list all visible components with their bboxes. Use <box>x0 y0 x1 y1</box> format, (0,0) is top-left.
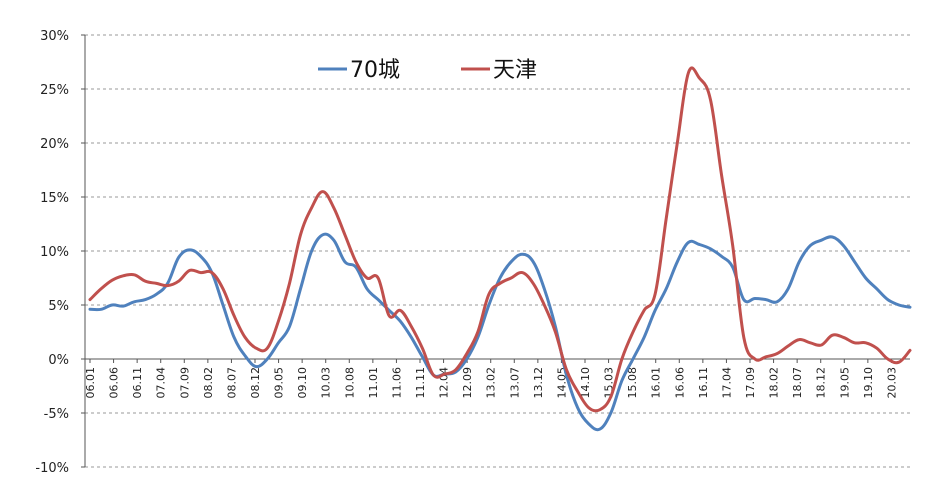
x-tick-label: 11.11 <box>414 367 427 399</box>
x-tick-label: 06.01 <box>84 367 97 399</box>
x-tick-label: 15.08 <box>626 367 639 399</box>
x-tick-label: 10.08 <box>343 367 356 399</box>
series-line-70城 <box>88 232 912 432</box>
legend-label-70城: 70城 <box>350 58 400 83</box>
y-tick-label: 20% <box>40 137 69 152</box>
x-tick-label: 13.02 <box>485 367 498 399</box>
x-tick-label: 08.02 <box>202 367 215 399</box>
x-tick-label: 09.10 <box>296 367 309 399</box>
y-tick-label: 0% <box>48 353 69 368</box>
x-tick-label: 12.09 <box>461 367 474 399</box>
x-axis-tick-labels: 06.01 06.06 06.11 07.04 07.09 08.02 08.07 08.12… <box>84 367 898 399</box>
x-tick-label: 16.01 <box>650 367 663 399</box>
x-tick-label: 14.10 <box>579 367 592 399</box>
x-tick-label: 20.03 <box>885 367 898 399</box>
x-tick-label: 16.06 <box>673 367 686 399</box>
x-tick-label: 13.07 <box>508 367 521 399</box>
x-tick-label: 17.04 <box>720 367 733 399</box>
y-tick-label: 10% <box>40 245 69 260</box>
x-tick-label: 15.03 <box>603 367 616 399</box>
x-tick-label: 10.03 <box>320 367 333 399</box>
legend: 70城 天津 <box>318 58 537 83</box>
data-series <box>88 66 912 432</box>
x-tick-label: 18.02 <box>768 367 781 399</box>
y-tick-label: 15% <box>40 191 69 206</box>
x-tick-label: 11.01 <box>367 367 380 399</box>
x-tick-label: 08.12 <box>249 367 262 399</box>
x-tick-label: 12.04 <box>438 367 451 399</box>
grid-lines <box>85 34 910 468</box>
x-tick-label: 07.09 <box>178 367 191 399</box>
x-tick-label: 09.05 <box>273 367 286 399</box>
y-tick-label: 25% <box>40 83 69 98</box>
x-tick-label: 08.07 <box>225 367 238 399</box>
y-tick-label: 30% <box>40 29 69 44</box>
x-tick-label: 19.05 <box>838 367 851 399</box>
x-tick-label: 11.06 <box>390 367 403 399</box>
x-tick-label: 07.04 <box>155 367 168 399</box>
x-tick-label: 06.11 <box>131 367 144 399</box>
y-axis-tick-labels: 30% 25% 20% 15% 10% 5% 0% -5% -10% <box>35 29 69 476</box>
y-tick-label: 5% <box>48 299 69 314</box>
x-tick-label: 18.07 <box>791 367 804 399</box>
x-tick-label: 16.11 <box>697 367 710 399</box>
x-tick-label: 17.09 <box>744 367 757 399</box>
axes <box>81 34 910 468</box>
x-tick-label: 19.10 <box>862 367 875 399</box>
y-tick-label: -5% <box>44 407 69 422</box>
legend-label-天津: 天津 <box>493 58 537 83</box>
x-tick-label: 13.12 <box>532 367 545 399</box>
x-tick-label: 18.12 <box>815 367 828 399</box>
y-tick-label: -10% <box>35 461 69 476</box>
series-line-天津 <box>88 66 912 413</box>
x-tick-label: 06.06 <box>108 367 121 399</box>
